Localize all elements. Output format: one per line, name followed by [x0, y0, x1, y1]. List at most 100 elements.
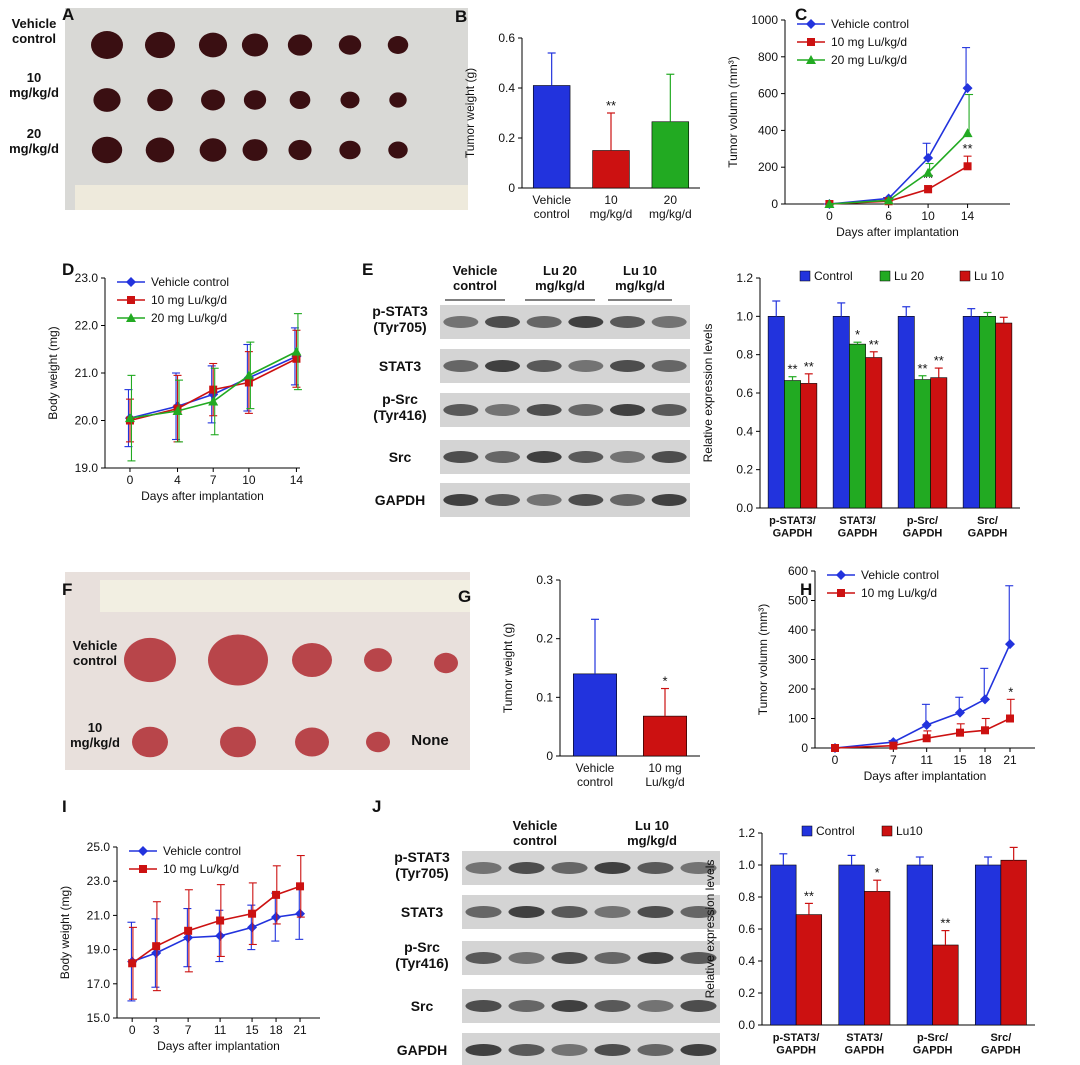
error-bar: [666, 73, 675, 122]
blot-row-label: p-STAT3 (Tyr705): [372, 303, 428, 335]
panel-letter: B: [455, 7, 467, 26]
blot-row-label: GAPDH: [397, 1042, 448, 1058]
blot-band: [680, 1000, 717, 1012]
group-label: Vehicle control: [12, 16, 57, 46]
y-tick-label: 19.0: [75, 461, 99, 475]
bar: [795, 914, 823, 1026]
blot-band: [485, 404, 520, 416]
tumor: [132, 726, 168, 758]
blot-band: [508, 1044, 545, 1056]
legend-label: Lu10: [896, 824, 923, 838]
tumor: [339, 140, 361, 160]
group-label: Vehicle control: [73, 638, 118, 668]
y-tick-label: 0.3: [536, 573, 553, 587]
legend-marker: [126, 277, 136, 287]
blot-band: [465, 906, 502, 918]
legend-label: 20 mg Lu/kg/d: [151, 311, 227, 325]
bar: [979, 316, 996, 509]
y-tick-label: 0.8: [738, 890, 755, 904]
significance: *: [875, 865, 880, 880]
tumor: [364, 648, 392, 672]
error-bar: [837, 302, 846, 317]
y-axis-label: Relative expression levels: [701, 324, 715, 463]
y-tick-label: 25.0: [87, 840, 111, 854]
tumor: [208, 634, 268, 686]
marker: [296, 882, 305, 891]
error-bar: [967, 308, 976, 317]
marker: [924, 185, 933, 194]
bar: [932, 944, 959, 1026]
tumor: [201, 89, 225, 111]
tumor: [288, 139, 312, 161]
blot-band: [651, 404, 687, 416]
y-tick-label: 19.0: [87, 943, 111, 957]
y-tick-label: 0: [801, 741, 808, 755]
tumor: [144, 31, 176, 59]
series-line: [834, 717, 1011, 749]
blot-strip: [462, 1033, 720, 1065]
y-tick-label: 21.0: [87, 908, 111, 922]
y-tick-label: 500: [788, 594, 808, 608]
tumor: [389, 92, 407, 108]
tumor: [242, 139, 268, 161]
y-tick-label: 100: [788, 712, 808, 726]
bar: [572, 673, 617, 757]
blot-band: [465, 952, 502, 964]
x-tick-label: STAT3/GAPDH: [845, 1032, 885, 1057]
y-tick-label: 22.0: [75, 319, 99, 333]
y-tick-label: 400: [758, 123, 778, 137]
marker: [128, 959, 137, 968]
x-tick-label: 10 mg/kg/d: [590, 193, 633, 221]
x-tick-label: 3: [153, 1023, 160, 1037]
blot-band: [568, 404, 604, 416]
y-tick-label: 0.0: [738, 1018, 755, 1032]
marker: [244, 378, 253, 387]
y-tick-label: 0.6: [738, 922, 755, 936]
tumor: [340, 91, 360, 109]
y-tick-label: 1.0: [736, 309, 753, 323]
blot-band: [594, 1000, 631, 1012]
x-tick-label: Src/GAPDH: [968, 515, 1008, 540]
marker: [831, 744, 839, 752]
blot-band: [594, 906, 631, 918]
blot-band: [443, 494, 479, 506]
blot-header: Vehicle control: [513, 818, 558, 848]
blot-band: [680, 906, 717, 918]
tumor: [199, 138, 227, 162]
error-bar: [965, 93, 974, 134]
blot-band: [651, 360, 687, 372]
marker: [295, 908, 306, 919]
blot-band: [526, 360, 562, 372]
y-tick-label: 800: [758, 50, 778, 64]
blot-band: [568, 451, 604, 463]
x-tick-label: p-Src/GAPDH: [903, 515, 943, 540]
panel-letter: I: [62, 797, 67, 816]
marker: [247, 922, 258, 933]
blot-band: [526, 494, 562, 506]
y-axis-label: Tumor volumn (mm³): [726, 56, 740, 168]
legend-label: Control: [816, 824, 855, 838]
blot-strip: [440, 305, 690, 339]
series-line: [829, 165, 968, 205]
blot-row-label: Src: [411, 998, 434, 1014]
blot-row-label: STAT3: [379, 358, 421, 374]
x-tick-label: 6: [885, 209, 892, 223]
tumor: [198, 32, 228, 58]
error-bar: [915, 856, 924, 865]
blot-band: [443, 360, 479, 372]
group-label: 10 mg/kg/d: [70, 720, 120, 750]
y-tick-label: 1.2: [738, 826, 755, 840]
tumor: [292, 643, 332, 677]
significance: **: [804, 888, 814, 903]
y-tick-label: 0.1: [536, 690, 553, 704]
y-tick-label: 0: [771, 197, 778, 211]
y-tick-label: 0: [508, 181, 515, 195]
x-tick-label: Vehicle control: [576, 761, 615, 789]
marker: [923, 153, 934, 163]
y-tick-label: 200: [788, 682, 808, 696]
bar: [784, 380, 801, 509]
legend-label: Control: [814, 269, 853, 283]
x-tick-label: 10: [242, 473, 256, 487]
blot-band: [508, 906, 545, 918]
blot-band: [680, 862, 717, 874]
